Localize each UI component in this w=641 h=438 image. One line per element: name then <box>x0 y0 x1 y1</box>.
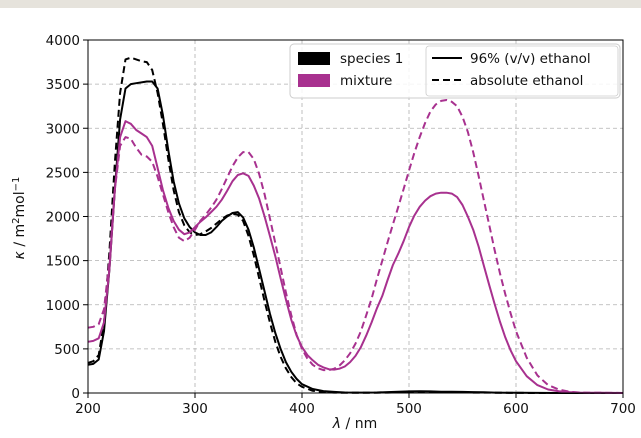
x-tick-label: 700 <box>610 401 636 417</box>
x-axis-symbol: λ <box>332 416 341 432</box>
y-tick-label: 500 <box>54 342 80 358</box>
axis-ticks: 200 300 400 500 600 700 0 500 1000 1500 2000 2500 30… <box>46 33 636 417</box>
y-tick-label: 1000 <box>46 298 80 314</box>
x-tick-label: 400 <box>289 401 315 417</box>
y-axis-unit-sup1: 2 <box>11 217 22 223</box>
y-tick-label: 4000 <box>46 33 80 49</box>
legend-swatch-mixture <box>298 74 330 87</box>
y-tick-label: 2500 <box>46 165 80 181</box>
y-axis-label: κ / m2mol−1 <box>11 177 29 260</box>
x-tick-label: 500 <box>396 401 422 417</box>
legend: species 1 mixture 96% (v/v) ethanol abso… <box>289 43 621 99</box>
legend-label-dashed: absolute ethanol <box>470 73 583 89</box>
x-axis-label: λ / nm <box>332 416 377 432</box>
y-axis-unit-mid: mol <box>12 191 28 217</box>
x-tick-label: 200 <box>75 401 101 417</box>
top-banner-strip <box>0 0 641 8</box>
legend-label-solid: 96% (v/v) ethanol <box>470 51 591 67</box>
series-line-2 <box>87 120 624 394</box>
y-tick-label: 3500 <box>46 77 80 93</box>
y-tick-label: 0 <box>71 386 80 402</box>
legend-swatch-species-1 <box>298 52 330 65</box>
legend-box <box>289 43 621 99</box>
legend-style-group <box>425 45 619 97</box>
x-tick-label: 600 <box>503 401 529 417</box>
x-axis-unit: / nm <box>341 416 377 432</box>
y-axis-symbol: κ <box>12 250 28 259</box>
y-tick-label: 3000 <box>46 121 80 137</box>
y-axis-unit-sup2: −1 <box>11 177 22 192</box>
series-line-3 <box>87 99 624 394</box>
y-tick-label: 1500 <box>46 254 80 270</box>
y-axis-unit-prefix: / m <box>12 224 28 251</box>
series-lines <box>87 56 624 394</box>
legend-label-mixture: mixture <box>340 73 392 89</box>
y-tick-label: 2000 <box>46 210 80 226</box>
x-tick-label: 300 <box>182 401 208 417</box>
series-line-1 <box>87 56 623 394</box>
legend-label-species-1: species 1 <box>340 51 403 67</box>
